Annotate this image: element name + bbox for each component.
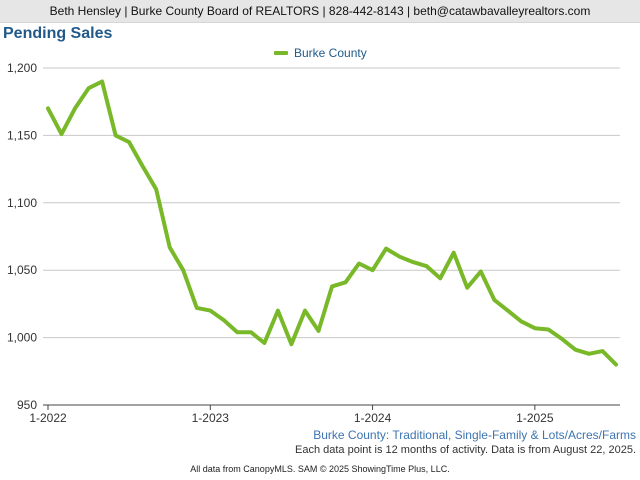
filter-note: Burke County: Traditional, Single-Family… <box>313 428 636 442</box>
chart-title: Pending Sales <box>3 25 113 42</box>
legend-label: Burke County <box>294 46 367 60</box>
y-tick-label: 1,200 <box>7 61 37 75</box>
x-tick-label: 1-2023 <box>192 411 230 425</box>
chart-legend: Burke County <box>274 46 367 60</box>
footer-credits: All data from CanopyMLS. SAM © 2025 Show… <box>190 464 450 474</box>
y-tick-label: 1,050 <box>7 263 37 277</box>
x-tick-label: 1-2025 <box>516 411 554 425</box>
contact-line: Beth Hensley | Burke County Board of REA… <box>49 4 591 18</box>
y-tick-label: 1,100 <box>7 196 37 210</box>
series-line-burke-county <box>46 79 618 367</box>
contact-header: Beth Hensley | Burke County Board of REA… <box>0 0 640 23</box>
data-note: Each data point is 12 months of activity… <box>295 444 636 456</box>
y-tick-label: 1,150 <box>7 128 37 142</box>
y-tick-label: 950 <box>17 398 37 412</box>
x-tick-label: 1-2022 <box>29 411 67 425</box>
legend-swatch <box>274 51 288 55</box>
y-tick-label: 1,000 <box>7 331 37 345</box>
x-tick-label: 1-2024 <box>354 411 392 425</box>
